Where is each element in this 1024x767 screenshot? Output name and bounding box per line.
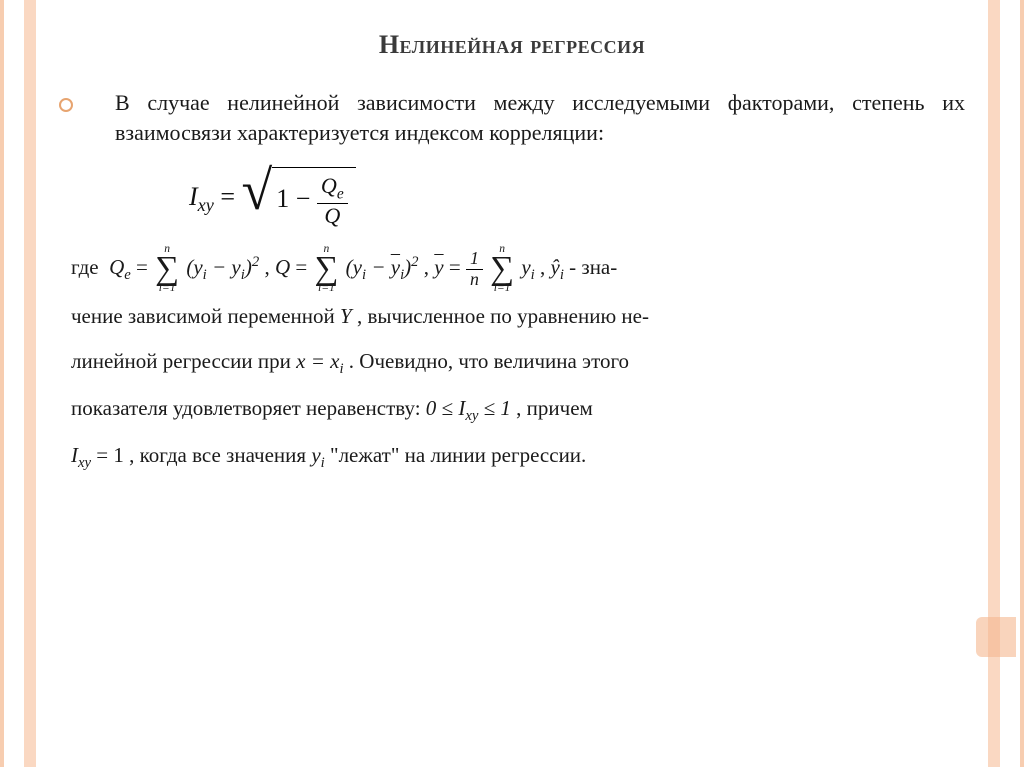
slide-title: Нелинейная регрессия xyxy=(59,30,965,60)
sigma-icon: n ∑ i=1 xyxy=(155,244,179,294)
bullet-icon xyxy=(59,98,73,112)
sqrt-icon: √ 1 − Qe Q xyxy=(242,167,356,230)
sigma-icon: n ∑ i=1 xyxy=(314,244,338,294)
slide-content: Нелинейная регрессия В случае нелинейной… xyxy=(59,30,965,737)
intro-text: В случае нелинейной зависимости между ис… xyxy=(115,88,965,147)
intro-block: В случае нелинейной зависимости между ис… xyxy=(59,88,965,167)
body-text: где Qe = n ∑ i=1 (yi − yi)2 , Q = n ∑ i=… xyxy=(71,244,959,480)
formula-lhs: I xyxy=(189,182,198,211)
sigma-icon: n ∑ i=1 xyxy=(490,244,514,294)
where-label: где xyxy=(71,255,99,279)
accent-stripe-left xyxy=(24,0,36,767)
slide-frame: Нелинейная регрессия В случае нелинейной… xyxy=(0,0,1024,767)
accent-corner xyxy=(976,617,1016,657)
main-formula: Ixy = √ 1 − Qe Q xyxy=(59,167,965,230)
